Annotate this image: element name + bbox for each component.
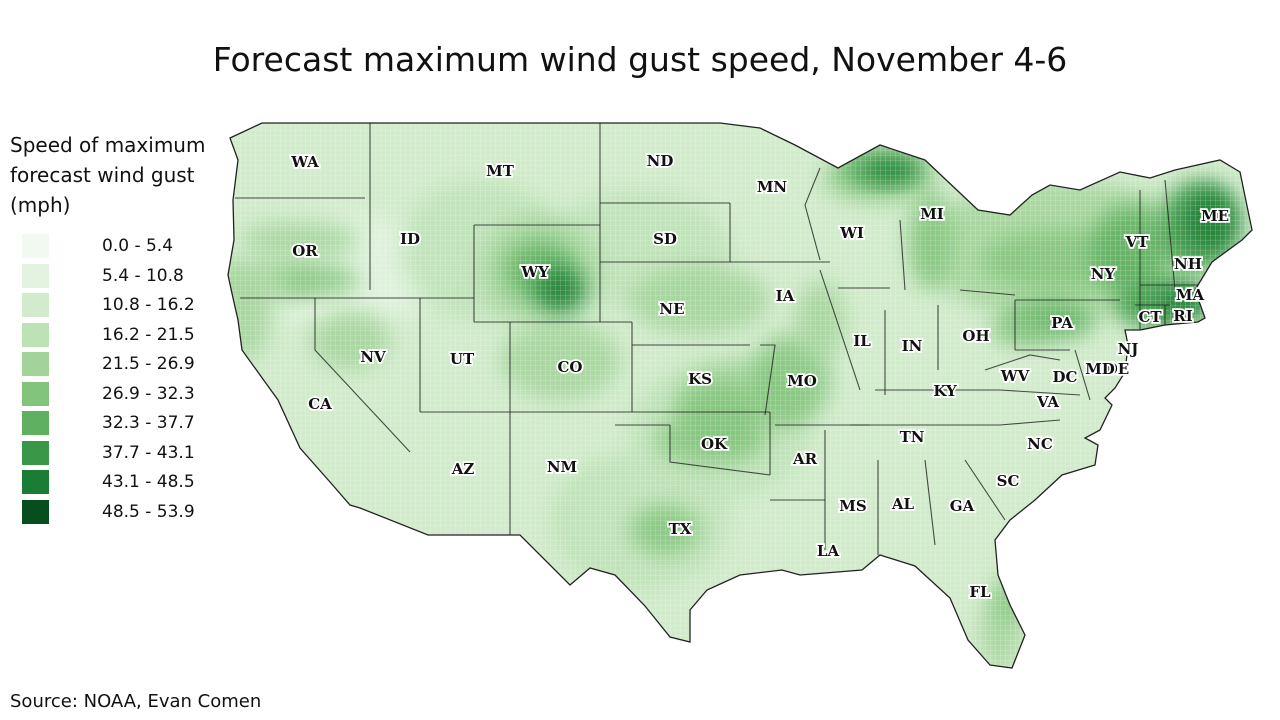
wind-gust-field [228,123,1252,668]
legend-label: 37.7 - 43.1 [102,442,195,463]
legend-swatch [22,499,49,524]
state-label-dc: DC [1053,368,1078,386]
state-label-ms: MS [839,497,866,515]
legend-swatch [22,381,49,406]
state-labels: WA OR CA ID NV MT WY UT AZ CO NM ND SD NE KS OK TX MN IA MO… [288,150,1230,603]
state-label-ar: AR [792,450,818,468]
state-label-ia: IA [776,287,795,305]
source-note: Source: NOAA, Evan Comen [10,691,262,712]
state-label-in: IN [902,337,923,355]
legend-swatch [22,440,49,465]
state-boundaries [227,122,1253,669]
legend-label: 10.8 - 16.2 [102,295,195,315]
state-label-wy: WY [520,263,549,281]
state-label-mi: MI [920,205,944,223]
state-label-vt: VT [1125,233,1150,251]
state-label-wa: WA [290,153,319,171]
legend-swatch [22,263,49,288]
legend-swatch [22,293,49,317]
state-label-ky: KY [933,382,957,400]
state-label-ny: NY [1091,265,1116,283]
legend-swatch [22,470,49,494]
legend-label: 48.5 - 53.9 [102,501,195,522]
state-label-sc: SC [997,472,1020,490]
legend-swatch [22,322,49,347]
state-label-nc: NC [1027,435,1053,453]
state-label-tn: TN [900,428,925,446]
state-label-ga: GA [950,497,975,515]
state-label-id: ID [400,230,420,248]
state-label-va: VA [1036,393,1059,411]
state-label-sd: SD [653,230,677,248]
state-label-wv: WV [1000,367,1030,385]
state-label-nj: NJ [1118,340,1139,358]
state-label-mn: MN [757,178,788,196]
state-label-nh: NH [1174,255,1202,273]
state-label-nd: ND [647,152,674,170]
legend-title: Speed of maximum forecast wind gust (mph… [10,133,206,217]
state-label-nm: NM [547,458,577,476]
state-label-il: IL [853,332,871,350]
state-label-nv: NV [360,348,386,366]
state-label-ut: UT [450,350,475,368]
state-label-ok: OK [701,435,728,453]
state-label-oh: OH [962,327,989,345]
state-label-ca: CA [308,395,332,413]
legend-label: 5.4 - 10.8 [102,265,184,286]
state-label-tx: TX [669,520,692,538]
state-label-ma: MA [1176,286,1205,304]
legend-label: 26.9 - 32.3 [102,383,195,404]
state-label-or: OR [292,242,318,260]
legend-swatch [22,234,49,258]
state-label-az: AZ [451,460,475,478]
state-label-fl: FL [969,583,991,601]
state-label-pa: PA [1051,314,1073,332]
legend-label: 32.3 - 37.7 [102,413,195,433]
state-label-co: CO [557,358,582,376]
state-label-al: AL [891,495,915,513]
state-label-la: LA [817,542,840,560]
state-label-mo: MO [787,372,817,390]
legend-label: 21.5 - 26.9 [102,354,195,374]
state-label-me: ME [1201,207,1229,225]
state-label-md: MD [1085,360,1115,378]
state-label-ks: KS [688,370,712,388]
state-label-ct: CT [1138,308,1162,326]
legend-swatch [22,352,49,376]
state-label-ri: RI [1173,307,1192,325]
state-label-de: DE [1105,360,1129,378]
legend-label: 16.2 - 21.5 [102,324,195,345]
state-label-wi: WI [839,224,864,242]
legend-swatch [22,411,49,435]
state-label-ne: NE [659,300,684,318]
legend-label: 0.0 - 5.4 [102,236,174,256]
legend-label: 43.1 - 48.5 [102,472,195,492]
map-title: Forecast maximum wind gust speed, Novemb… [212,40,1068,79]
state-label-mt: MT [486,162,515,180]
